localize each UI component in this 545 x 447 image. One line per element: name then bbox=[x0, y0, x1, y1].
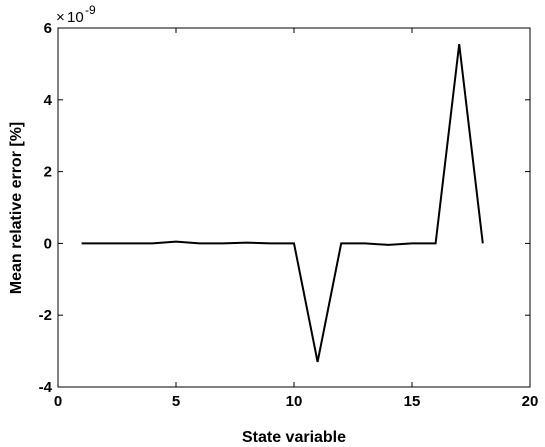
series-line bbox=[81, 44, 484, 363]
plot-area bbox=[57, 27, 531, 388]
y-axis-label: Mean relative error [%] bbox=[8, 122, 25, 295]
y-multiplier-base: 10 bbox=[67, 9, 84, 26]
series-layer bbox=[81, 44, 484, 363]
y-axis-ticks: -4 -2 0 2 4 6 bbox=[39, 20, 530, 396]
y-tick-label: -2 bbox=[39, 307, 52, 324]
y-tick-label: 0 bbox=[44, 235, 52, 252]
y-multiplier-times: × bbox=[56, 9, 65, 26]
y-multiplier-exponent: -9 bbox=[85, 3, 96, 17]
x-tick-label: 15 bbox=[404, 393, 421, 410]
x-tick-label: 20 bbox=[522, 393, 539, 410]
x-axis-ticks: 0 5 10 15 20 bbox=[54, 28, 539, 410]
x-tick-label: 10 bbox=[286, 393, 303, 410]
y-multiplier: × 10 -9 bbox=[56, 3, 96, 26]
x-tick-label: 5 bbox=[172, 393, 180, 410]
x-tick-label: 0 bbox=[54, 393, 62, 410]
y-tick-label: 6 bbox=[44, 20, 52, 37]
y-tick-label: 2 bbox=[44, 164, 52, 181]
y-tick-label: 4 bbox=[44, 92, 53, 109]
x-axis-label: State variable bbox=[242, 429, 346, 446]
y-tick-label: -4 bbox=[39, 379, 53, 396]
